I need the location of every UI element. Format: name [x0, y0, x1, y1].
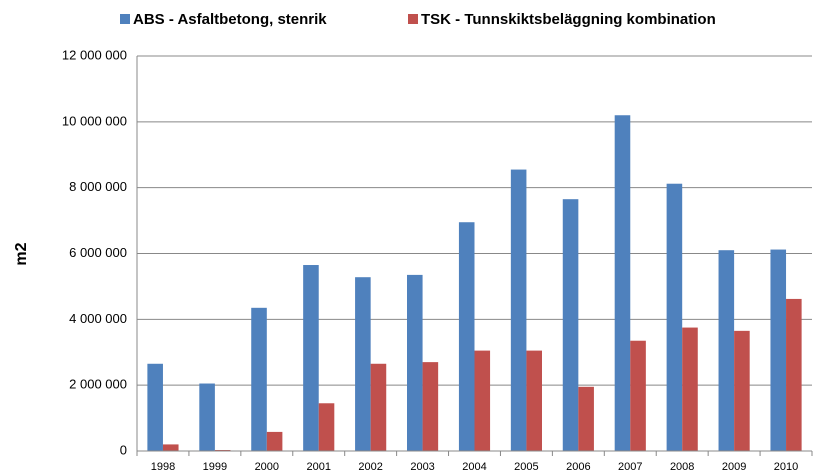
bar: [734, 330, 750, 451]
bar: [614, 115, 631, 451]
bar: [562, 199, 579, 451]
bar: [370, 363, 387, 451]
bar: [682, 327, 698, 451]
x-tick-label: 2006: [566, 461, 590, 473]
bar: [303, 265, 319, 451]
legend-swatch: [408, 14, 418, 24]
y-axis-label: m2: [13, 242, 30, 265]
bar: [199, 383, 215, 451]
x-tick-label: 2004: [462, 461, 486, 473]
bar: [422, 362, 439, 451]
legend-label: ABS - Asfaltbetong, stenrik: [133, 11, 327, 28]
bar: [407, 274, 423, 451]
bar: [770, 249, 787, 451]
legend-swatch: [120, 14, 130, 24]
bar: [162, 444, 179, 451]
y-tick-label: 12 000 000: [62, 47, 127, 62]
x-tick-label: 2001: [306, 461, 330, 473]
bar: [510, 169, 527, 451]
x-tick-label: 1999: [203, 461, 227, 473]
bar: [526, 350, 542, 451]
legend-label: TSK - Tunnskiktsbeläggning kombination: [421, 11, 716, 28]
y-tick-label: 4 000 000: [69, 311, 127, 326]
x-tick-label: 2002: [358, 461, 382, 473]
x-tick-label: 2008: [670, 461, 694, 473]
x-tick-label: 1998: [151, 461, 175, 473]
x-tick-label: 2007: [618, 461, 642, 473]
bar: [718, 250, 735, 451]
y-tick-label: 6 000 000: [69, 245, 127, 260]
x-tick-label: 2005: [514, 461, 538, 473]
y-tick-label: 0: [120, 442, 127, 457]
bar: [251, 307, 267, 451]
x-tick-label: 2010: [774, 461, 798, 473]
bar: [458, 222, 475, 451]
bar: [630, 340, 646, 451]
y-tick-label: 8 000 000: [69, 179, 127, 194]
bar: [147, 363, 163, 451]
bar: [578, 386, 594, 451]
bar: [666, 183, 683, 451]
x-tick-label: 2009: [722, 461, 746, 473]
y-tick-label: 2 000 000: [69, 377, 127, 392]
bar: [266, 431, 283, 451]
bar: [355, 277, 371, 451]
y-tick-label: 10 000 000: [62, 113, 127, 128]
x-tick-label: 2000: [255, 461, 279, 473]
bar: [786, 298, 802, 451]
x-tick-label: 2003: [410, 461, 434, 473]
bar: [474, 350, 491, 451]
bar: [318, 403, 335, 451]
